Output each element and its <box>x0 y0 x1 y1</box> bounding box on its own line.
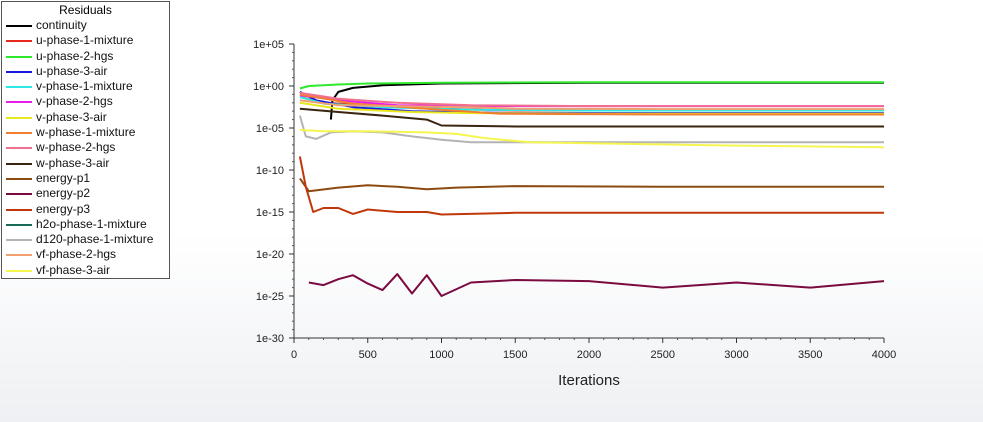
y-tick-label: 1e-05 <box>256 123 284 135</box>
legend-item: energy-p2 <box>2 186 169 201</box>
y-tick-label: 1e-15 <box>256 207 284 219</box>
legend-item: w-phase-1-mixture <box>2 125 169 140</box>
legend-swatch <box>6 193 32 196</box>
series-line <box>299 93 884 116</box>
legend-swatch <box>6 86 32 89</box>
legend-swatch <box>6 239 32 242</box>
legend-label: w-phase-2-hgs <box>36 140 116 155</box>
legend-label: u-phase-1-mixture <box>36 33 134 48</box>
legend-label: w-phase-1-mixture <box>36 125 136 140</box>
legend-swatch <box>6 177 32 180</box>
legend-item: w-phase-3-air <box>2 156 169 171</box>
legend-item: v-phase-3-air <box>2 110 169 125</box>
legend-items: continuity u-phase-1-mixture u-phase-2-hgs… <box>2 18 169 278</box>
legend-item: u-phase-3-air <box>2 64 169 79</box>
x-tick-label: 3500 <box>798 349 822 361</box>
series-layer <box>298 81 885 297</box>
series-line <box>299 99 884 111</box>
legend-item: continuity <box>2 18 169 33</box>
legend-label: v-phase-2-hgs <box>36 94 113 109</box>
x-tick-label: 3000 <box>724 349 748 361</box>
y-tick-label: 1e+05 <box>253 39 284 51</box>
legend-item: u-phase-1-mixture <box>2 33 169 48</box>
legend-swatch <box>6 269 32 272</box>
y-tick-label: 1e-10 <box>256 165 284 177</box>
legend-label: w-phase-3-air <box>36 155 110 170</box>
axes: 1e+05 1e+00 1e-05 1e-10 1e-15 1e-20 1e-25 1e-30… <box>253 39 896 361</box>
legend-label: h2o-phase-1-mixture <box>36 216 147 231</box>
legend-label: continuity <box>36 18 87 32</box>
legend-label: u-phase-3-air <box>36 63 108 78</box>
x-tick-label: 2500 <box>651 349 675 361</box>
legend-title: Residuals <box>59 3 112 17</box>
legend-item: w-phase-2-hgs <box>2 140 169 155</box>
legend-item: u-phase-2-hgs <box>2 49 169 64</box>
series-line <box>299 177 884 193</box>
legend-item: vf-phase-3-air <box>2 263 169 278</box>
legend-swatch <box>6 101 32 104</box>
legend-swatch <box>6 40 32 43</box>
series-line <box>299 128 885 149</box>
legend-swatch <box>6 147 32 150</box>
legend-item: d120-phase-1-mixture <box>2 232 169 247</box>
series-line <box>299 91 884 108</box>
legend-swatch <box>6 132 32 135</box>
legend-swatch <box>6 25 32 27</box>
legend-item: energy-p3 <box>2 202 169 217</box>
y-tick-label: 1e+00 <box>253 81 284 93</box>
x-tick-label: 1500 <box>503 349 527 361</box>
legend-item: h2o-phase-1-mixture <box>2 217 169 232</box>
legend-swatch <box>6 116 32 119</box>
x-axis-title: Iterations <box>558 372 620 389</box>
y-tick-label: 1e-30 <box>256 333 284 345</box>
x-tick-label: 1000 <box>429 349 453 361</box>
legend-label: vf-phase-3-air <box>36 262 111 277</box>
legend-swatch <box>6 223 32 226</box>
y-tick-label: 1e-20 <box>256 249 284 261</box>
series-line <box>298 156 884 216</box>
legend-swatch <box>6 208 32 211</box>
legend-label: energy-p3 <box>36 201 91 216</box>
series-line <box>299 81 884 90</box>
legend-label: v-phase-3-air <box>36 109 107 124</box>
x-tick-label: 2000 <box>577 349 601 361</box>
legend-item: vf-phase-2-hgs <box>2 247 169 262</box>
legend-swatch <box>6 162 32 165</box>
series-line <box>299 107 884 128</box>
series-line <box>308 273 885 297</box>
legend-label: d120-phase-1-mixture <box>36 232 154 247</box>
legend-label: vf-phase-2-hgs <box>36 247 117 262</box>
legend-swatch <box>6 55 32 58</box>
legend: Residuals continuity u-phase-1-mixture u-p… <box>1 1 170 279</box>
legend-swatch <box>6 254 32 257</box>
x-tick-label: 4000 <box>872 349 896 361</box>
legend-item: v-phase-1-mixture <box>2 79 169 94</box>
x-tick-label: 0 <box>291 349 297 361</box>
x-tick-label: 500 <box>359 349 377 361</box>
legend-swatch <box>6 70 32 73</box>
series-line <box>299 94 884 108</box>
legend-label: v-phase-1-mixture <box>36 79 133 94</box>
legend-label: energy-p2 <box>36 186 91 201</box>
legend-label: u-phase-2-hgs <box>36 48 114 63</box>
series-line <box>298 115 884 144</box>
legend-item: v-phase-2-hgs <box>2 94 169 109</box>
y-tick-label: 1e-25 <box>256 291 284 303</box>
legend-label: energy-p1 <box>36 170 91 185</box>
legend-item: energy-p1 <box>2 171 169 186</box>
